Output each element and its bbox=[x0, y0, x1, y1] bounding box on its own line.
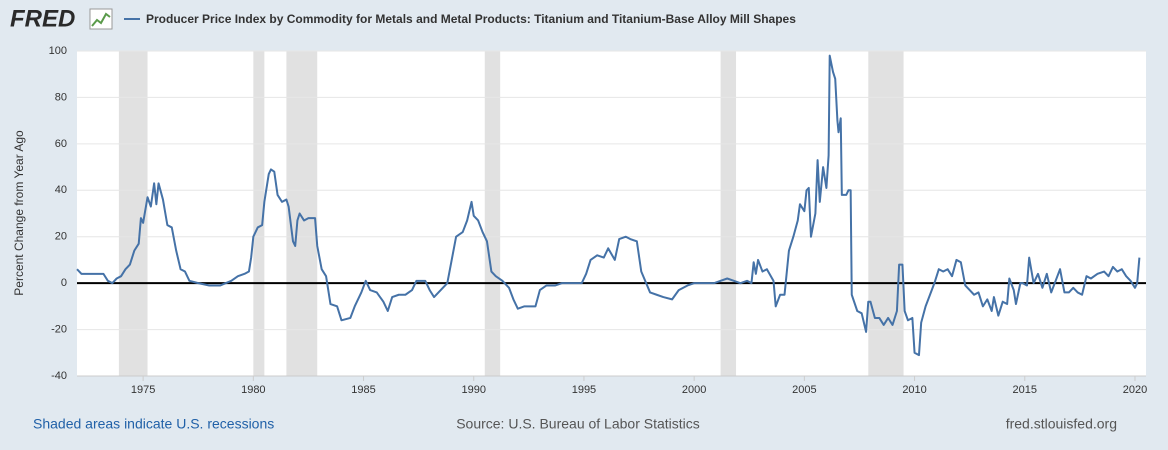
source-note: Source: U.S. Bureau of Labor Statistics bbox=[456, 416, 700, 432]
x-tick-label: 2020 bbox=[1123, 384, 1147, 396]
logo-icon bbox=[89, 8, 113, 30]
plot-area bbox=[77, 51, 1146, 376]
recession-note: Shaded areas indicate U.S. recessions bbox=[33, 416, 274, 432]
y-tick-label: 100 bbox=[49, 45, 67, 57]
x-tick-label: 2000 bbox=[682, 384, 706, 396]
legend-label: Producer Price Index by Commodity for Me… bbox=[146, 12, 796, 26]
x-tick-label: 2010 bbox=[902, 384, 926, 396]
x-tick-label: 1995 bbox=[572, 384, 596, 396]
y-tick-label: 40 bbox=[55, 184, 67, 196]
x-tick-label: 2005 bbox=[792, 384, 816, 396]
recession-band bbox=[484, 51, 501, 376]
x-tick-label: 1990 bbox=[462, 384, 486, 396]
y-tick-label: 20 bbox=[55, 231, 67, 243]
recession-band bbox=[118, 51, 148, 376]
recession-band bbox=[253, 51, 265, 376]
x-tick-label: 1985 bbox=[351, 384, 375, 396]
y-tick-label: -40 bbox=[51, 370, 67, 382]
x-tick-label: 1980 bbox=[241, 384, 265, 396]
recession-band bbox=[286, 51, 318, 376]
recession-band bbox=[868, 51, 904, 376]
series-line bbox=[76, 54, 1141, 357]
x-tick-label: 2015 bbox=[1013, 384, 1037, 396]
site-note: fred.stlouisfed.org bbox=[1006, 416, 1117, 432]
y-axis-label: Percent Change from Year Ago bbox=[12, 130, 26, 296]
logo: FRED bbox=[10, 5, 75, 32]
y-tick-label: 60 bbox=[55, 138, 67, 150]
recession-band bbox=[720, 51, 737, 376]
y-tick-label: 0 bbox=[61, 277, 67, 289]
y-tick-label: -20 bbox=[51, 323, 67, 335]
y-tick-label: 80 bbox=[55, 91, 67, 103]
x-tick-label: 1975 bbox=[131, 384, 155, 396]
